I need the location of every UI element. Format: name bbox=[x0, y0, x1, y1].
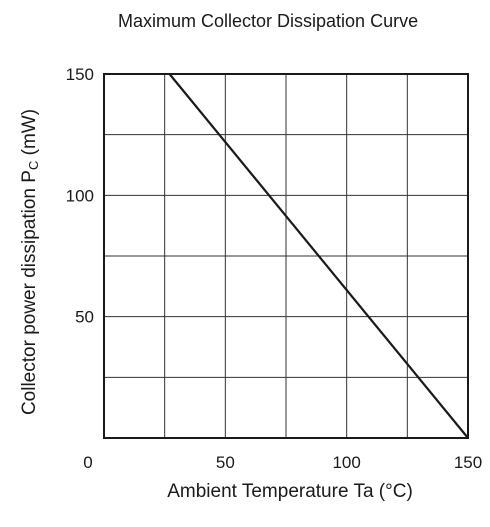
x-axis-label: Ambient Temperature Ta (°C) bbox=[167, 481, 413, 502]
x-tick-label: 100 bbox=[332, 453, 360, 472]
y-tick-label: 100 bbox=[66, 186, 94, 205]
x-tick-label: 50 bbox=[216, 453, 235, 472]
series-line bbox=[168, 73, 469, 439]
x-tick-label: 150 bbox=[454, 453, 482, 472]
y-tick-label: 150 bbox=[66, 65, 94, 84]
y-tick-label: 50 bbox=[75, 308, 94, 327]
plot-frame bbox=[103, 73, 469, 439]
chart-title: Maximum Collector Dissipation Curve bbox=[118, 11, 419, 31]
x-tick-label: 0 bbox=[83, 453, 92, 472]
